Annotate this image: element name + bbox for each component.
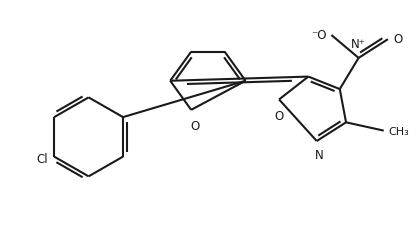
Text: Cl: Cl [36, 153, 48, 166]
Text: CH₃: CH₃ [389, 126, 410, 136]
Text: N: N [315, 149, 323, 162]
Text: O: O [274, 109, 284, 122]
Text: O: O [190, 120, 199, 132]
Text: ⁻O: ⁻O [311, 29, 326, 41]
Text: N⁺: N⁺ [351, 38, 366, 51]
Text: O: O [393, 33, 402, 46]
